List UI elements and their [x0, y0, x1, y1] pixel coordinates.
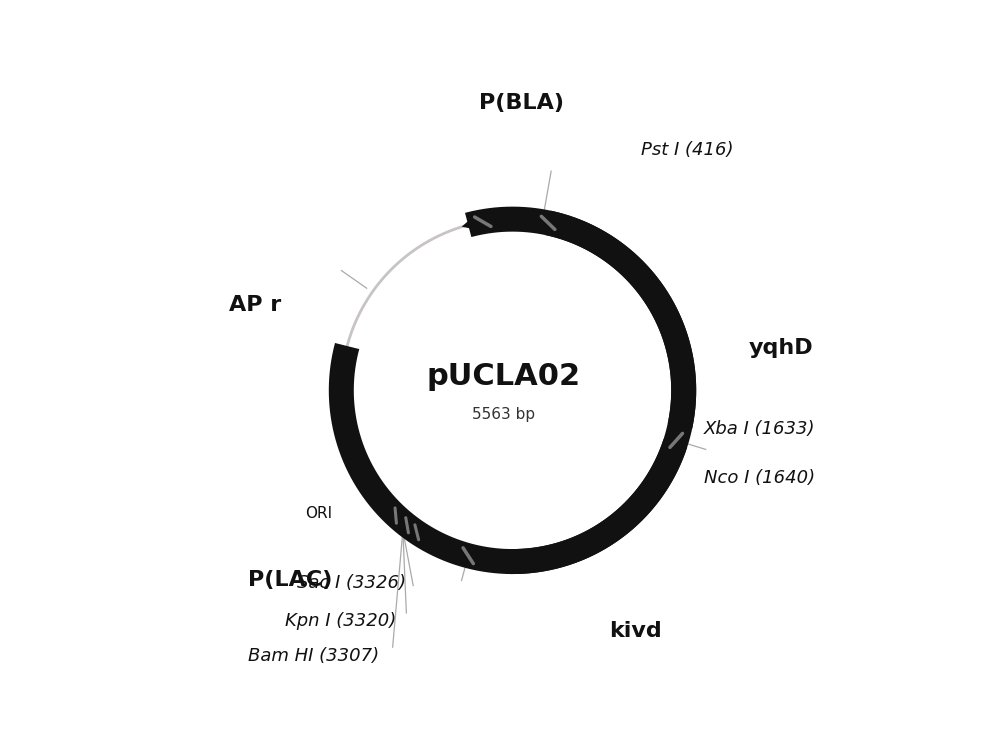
Text: pUCLA02: pUCLA02	[427, 362, 581, 391]
Text: yqhD: yqhD	[749, 337, 813, 358]
Text: AP r: AP r	[229, 295, 281, 314]
Text: Pst I (416): Pst I (416)	[641, 141, 733, 160]
Text: Bam HI (3307): Bam HI (3307)	[248, 646, 379, 665]
Text: Sac I (3326): Sac I (3326)	[297, 575, 406, 593]
Text: kivd: kivd	[609, 621, 662, 642]
Text: P(LAC): P(LAC)	[248, 570, 333, 590]
Text: Xba I (1633): Xba I (1633)	[704, 420, 816, 438]
Text: Kpn I (3320): Kpn I (3320)	[285, 612, 396, 631]
Text: 5563 bp: 5563 bp	[472, 407, 536, 422]
Text: Nco I (1640): Nco I (1640)	[704, 469, 815, 487]
Text: P(BLA): P(BLA)	[479, 93, 564, 113]
Text: ORI: ORI	[306, 506, 333, 521]
